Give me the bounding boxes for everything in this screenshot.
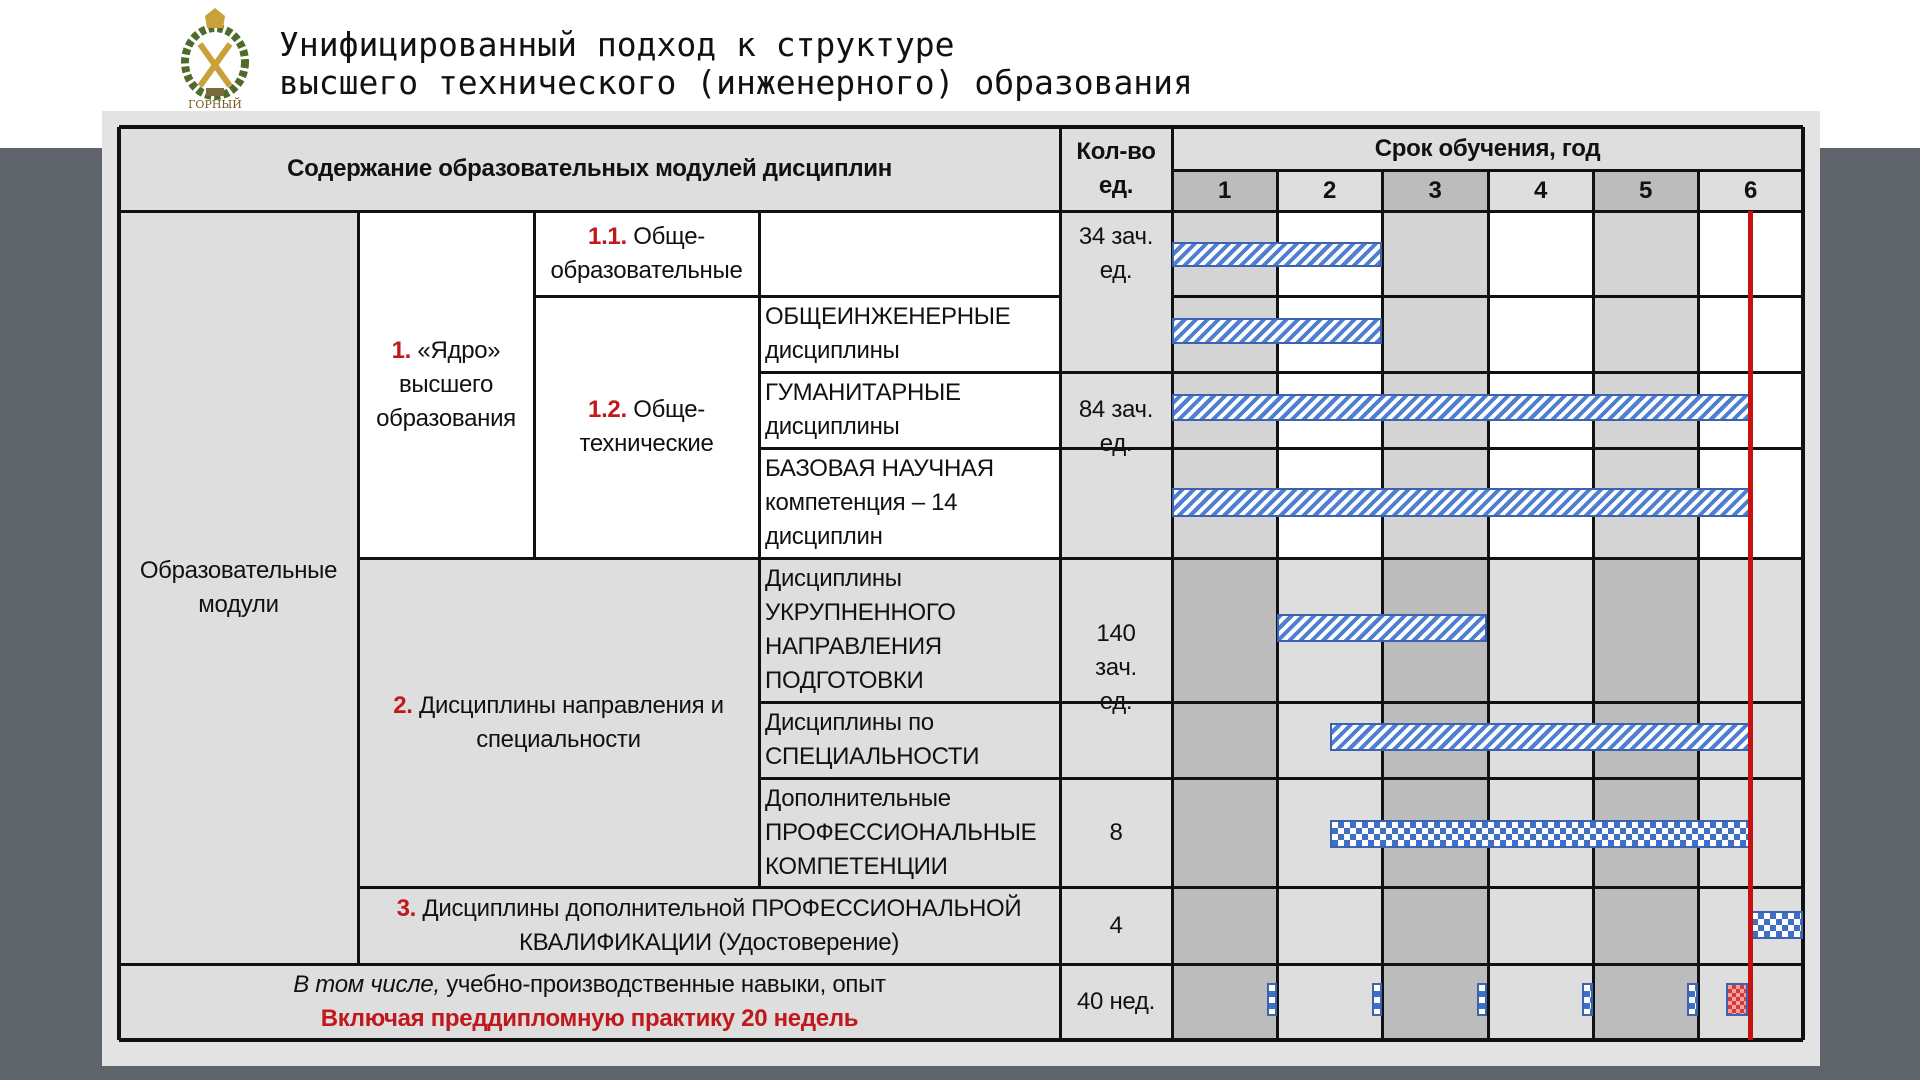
logo-text: ГОРНЫЙ bbox=[188, 97, 242, 110]
header-count: Кол-во ед. bbox=[1076, 138, 1156, 199]
divider bbox=[1172, 294, 1803, 298]
sub-specialty: Дисциплины по СПЕЦИАЛЬНОСТИ bbox=[765, 709, 980, 770]
divider bbox=[759, 446, 1803, 450]
timeline-bar-sci bbox=[1172, 488, 1751, 517]
practice-label: В том числе, учебно-производственные нав… bbox=[293, 971, 886, 1032]
divider bbox=[119, 125, 1803, 129]
year-column-bottom-4 bbox=[1488, 558, 1593, 1040]
year-header-cell-4 bbox=[1488, 170, 1593, 211]
count-dir: 140 зач. ед. bbox=[1095, 620, 1137, 715]
divider bbox=[119, 209, 1803, 213]
divider bbox=[759, 700, 1060, 704]
direction-label: 2. Дисциплины направления и специальност… bbox=[393, 691, 724, 753]
year-header-cell-1 bbox=[1172, 170, 1277, 211]
sub-humanities: ГУМАНИТАРНЫЕ дисциплины bbox=[765, 379, 961, 440]
divider bbox=[1275, 170, 1279, 1040]
divider bbox=[1170, 127, 1174, 1040]
technical-label: 1.2. Обще-технические bbox=[579, 396, 714, 457]
timeline-bar-gen bbox=[1172, 242, 1383, 267]
divider bbox=[1172, 776, 1803, 780]
timeline-bar-practice bbox=[1687, 983, 1698, 1016]
year-label-2: 2 bbox=[1322, 176, 1337, 204]
year-header-cell-5 bbox=[1593, 170, 1698, 211]
divider bbox=[532, 211, 536, 558]
title-line-1: Унифицированный подход к структуре bbox=[279, 25, 955, 64]
divider bbox=[358, 556, 1803, 560]
year-header-cell-3 bbox=[1382, 170, 1488, 211]
header-term: Срок обучения, год bbox=[1374, 134, 1601, 162]
core-section bbox=[358, 211, 1060, 558]
divider bbox=[119, 962, 1803, 966]
timeline-bar-spec bbox=[1329, 723, 1751, 751]
timeline-bar-enl bbox=[1277, 614, 1488, 642]
year-header-cell-6 bbox=[1698, 170, 1803, 211]
timeline-bar-eng bbox=[1172, 318, 1383, 344]
timeline-bar-add bbox=[1329, 820, 1751, 848]
count-tech: 84 зач. ед. bbox=[1078, 396, 1154, 457]
university-logo: ГОРНЫЙ bbox=[181, 8, 249, 110]
divider bbox=[1801, 127, 1805, 1040]
sub-engineering: ОБЩЕИНЖЕНЕРНЫЕ дисциплины bbox=[765, 303, 1011, 364]
sub-science: БАЗОВАЯ НАУЧНАЯ компетенция – 14 дисципл… bbox=[765, 455, 994, 550]
divider bbox=[119, 1038, 1803, 1042]
year-label-6: 6 bbox=[1743, 176, 1758, 204]
divider bbox=[356, 211, 360, 964]
year-label-3: 3 bbox=[1428, 176, 1442, 204]
year-column-bottom-5 bbox=[1593, 558, 1698, 1040]
general-label: 1.1. Обще-образовательные bbox=[550, 222, 743, 284]
divider bbox=[1380, 170, 1384, 1040]
year-column-bottom-1 bbox=[1172, 558, 1277, 1040]
year-label-5: 5 bbox=[1638, 176, 1653, 204]
title-line-2: высшего технического (инженерного) образ… bbox=[279, 63, 1193, 102]
divider bbox=[1486, 170, 1490, 1040]
qualification-label: 3. Дисциплины дополнительной ПРОФЕССИОНА… bbox=[396, 894, 1022, 956]
divider bbox=[757, 211, 761, 887]
sub-enlarged: Дисциплины УКРУПНЕННОГО НАПРАВЛЕНИЯ ПОДГ… bbox=[765, 565, 956, 694]
header-content: Содержание образовательных модулей дисци… bbox=[287, 155, 892, 182]
count-qual: 4 bbox=[1109, 911, 1123, 939]
divider bbox=[534, 294, 1060, 298]
deadline-line bbox=[1748, 211, 1754, 1040]
timeline-bar-practice bbox=[1726, 983, 1749, 1016]
page-title: Унифицированный подход к структуре высшег… bbox=[279, 26, 1193, 102]
divider bbox=[759, 370, 1803, 374]
core-label: 1. «Ядро» высшего образования bbox=[376, 336, 516, 432]
timeline-bar-practice bbox=[1371, 983, 1383, 1016]
count-gen: 34 зач. ед. bbox=[1078, 222, 1154, 284]
timeline-bar-practice bbox=[1476, 983, 1488, 1016]
count-add: 8 bbox=[1109, 818, 1123, 846]
timeline-bar-qual bbox=[1750, 911, 1803, 939]
count-practice: 40 нед. bbox=[1076, 988, 1155, 1015]
divider bbox=[358, 885, 1803, 889]
year-label-1: 1 bbox=[1217, 176, 1232, 204]
modules-label: Образовательные модули bbox=[139, 556, 338, 618]
year-header-cell-2 bbox=[1277, 170, 1382, 211]
timeline-bar-hum bbox=[1172, 394, 1751, 421]
divider bbox=[1060, 700, 1803, 704]
divider bbox=[117, 127, 121, 1040]
divider bbox=[1591, 170, 1595, 1040]
timeline-bar-practice bbox=[1582, 983, 1593, 1016]
year-label-4: 4 bbox=[1533, 176, 1548, 204]
timeline-bar-practice bbox=[1266, 983, 1278, 1016]
sub-additional: Дополнительные ПРОФЕССИОНАЛЬНЫЕ КОМПЕТЕН… bbox=[765, 784, 1037, 880]
divider bbox=[1696, 170, 1700, 1040]
divider bbox=[1058, 127, 1062, 1040]
